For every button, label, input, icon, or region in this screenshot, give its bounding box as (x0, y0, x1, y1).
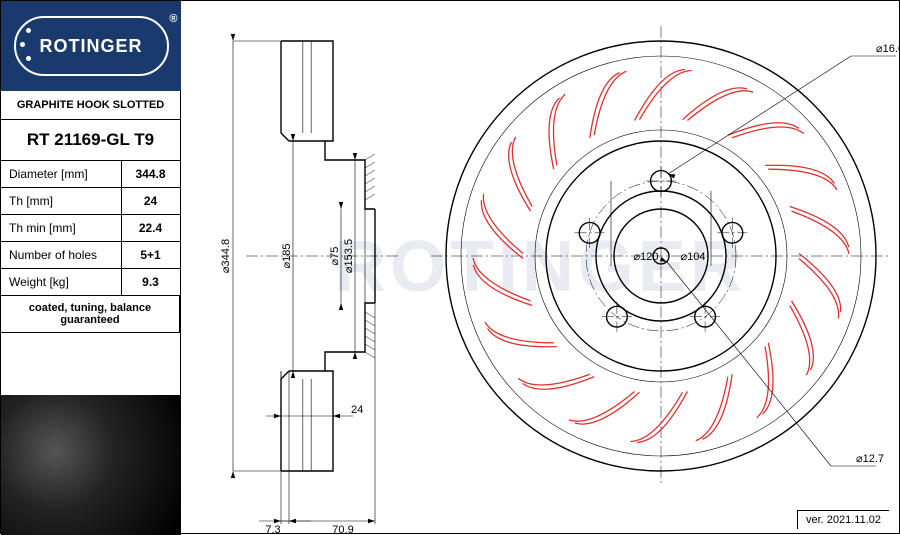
product-photo (1, 395, 181, 535)
svg-text:⌀104: ⌀104 (681, 251, 706, 263)
table-row: coated, tuning, balance guaranteed (1, 296, 180, 333)
svg-text:24: 24 (351, 404, 363, 416)
svg-text:7.3: 7.3 (265, 524, 280, 535)
svg-text:70.9: 70.9 (332, 524, 353, 535)
spec-note: coated, tuning, balance guaranteed (1, 296, 180, 333)
svg-text:⌀185: ⌀185 (281, 244, 293, 269)
svg-text:⌀153.5: ⌀153.5 (343, 239, 355, 273)
svg-text:⌀16.6: ⌀16.6 (876, 43, 900, 55)
svg-text:⌀344.8: ⌀344.8 (220, 239, 232, 273)
brand-text: ROTINGER (39, 36, 142, 57)
svg-text:⌀120: ⌀120 (634, 251, 659, 263)
product-subtitle: GRAPHITE HOOK SLOTTED (1, 91, 180, 120)
table-row: Number of holes5+1 (1, 242, 180, 269)
spec-table: Diameter [mm]344.8 Th [mm]24 Th min [mm]… (1, 161, 180, 333)
svg-text:⌀75: ⌀75 (329, 247, 341, 266)
svg-text:⌀12.7: ⌀12.7 (856, 453, 884, 465)
table-row: Weight [kg]9.3 (1, 269, 180, 296)
technical-drawing: ROTINGER ⌀16.6⌀12.7⌀120⌀104⌀344.8⌀185⌀75… (181, 1, 899, 533)
brand-logo: ROTINGER ® (1, 1, 181, 91)
table-row: Th min [mm]22.4 (1, 215, 180, 242)
part-number: RT 21169-GL T9 (1, 120, 180, 161)
table-row: Th [mm]24 (1, 188, 180, 215)
table-row: Diameter [mm]344.8 (1, 161, 180, 188)
